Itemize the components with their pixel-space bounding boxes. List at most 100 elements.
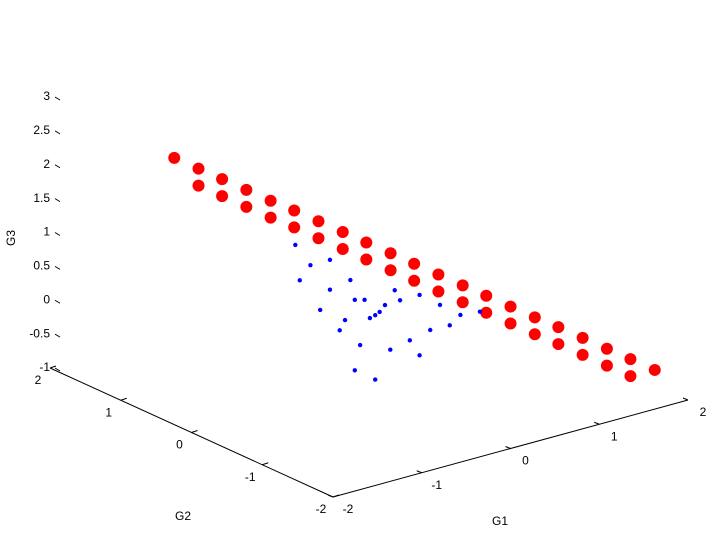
point — [352, 297, 357, 303]
point — [384, 247, 397, 260]
point — [600, 342, 613, 355]
point — [327, 257, 333, 263]
point — [192, 162, 205, 175]
point — [552, 321, 565, 334]
point — [417, 292, 422, 298]
z-tick-label: -0.5 — [29, 326, 50, 340]
y-tick — [191, 430, 198, 433]
y-axis-label: G2 — [175, 509, 191, 523]
z-tick — [54, 232, 61, 236]
point — [447, 323, 452, 328]
y-tick — [332, 494, 340, 498]
x-tick — [505, 446, 511, 449]
point — [192, 179, 205, 192]
z-tick-label: 1 — [43, 225, 50, 239]
point — [216, 190, 229, 203]
x-tick-label: 0 — [522, 454, 529, 468]
point — [317, 307, 323, 313]
y-tick-label: 1 — [105, 405, 112, 419]
point — [600, 359, 613, 372]
x-tick — [327, 494, 334, 498]
point — [528, 311, 541, 324]
z-tick — [54, 367, 61, 372]
point — [240, 183, 253, 196]
point — [352, 368, 357, 373]
z-tick — [54, 164, 61, 169]
point — [308, 262, 313, 268]
point — [336, 226, 349, 239]
point — [357, 342, 363, 348]
y-tick-label: 2 — [35, 373, 42, 387]
y-tick-label: -2 — [316, 502, 327, 516]
point — [624, 370, 637, 383]
point — [312, 232, 325, 245]
point — [624, 353, 637, 366]
point — [432, 285, 445, 298]
point — [342, 317, 348, 323]
y-tick — [262, 462, 269, 466]
z-tick-label: 2.5 — [33, 123, 50, 137]
z-tick — [54, 198, 61, 203]
x-tick-label: -1 — [431, 478, 442, 492]
point — [437, 302, 443, 308]
y-tick-label: -1 — [245, 470, 256, 484]
z-tick — [54, 299, 61, 304]
point — [504, 317, 517, 330]
x-tick — [416, 470, 422, 474]
point — [407, 338, 413, 343]
point — [504, 300, 517, 313]
point — [458, 312, 463, 318]
point — [288, 221, 301, 234]
point — [408, 257, 421, 270]
point — [288, 204, 301, 217]
x-tick-label: 2 — [700, 405, 707, 419]
point — [348, 277, 353, 283]
point — [327, 287, 333, 292]
x-tick — [594, 421, 600, 425]
point — [264, 211, 277, 224]
point — [297, 278, 302, 283]
point — [456, 296, 469, 309]
x-tick-label: 1 — [611, 429, 618, 443]
point — [360, 253, 373, 266]
point — [362, 297, 367, 303]
point — [360, 236, 373, 249]
point — [456, 279, 469, 292]
point — [384, 264, 397, 277]
point — [552, 338, 565, 351]
y-tick-label: 0 — [176, 438, 183, 452]
point — [428, 327, 433, 333]
z-tick — [54, 333, 61, 338]
y-tick — [49, 365, 57, 369]
z-tick-label: -1 — [39, 360, 50, 374]
z-tick-label: 3 — [43, 89, 50, 103]
z-axis-label: G3 — [4, 230, 18, 246]
point — [373, 313, 378, 318]
point — [648, 363, 661, 376]
point — [216, 173, 229, 186]
point — [388, 347, 393, 352]
x-tick — [682, 397, 689, 401]
point — [382, 302, 388, 308]
point — [264, 194, 277, 207]
point — [392, 288, 397, 293]
point — [397, 298, 403, 303]
z-tick — [54, 130, 61, 135]
x-tick-label: -2 — [343, 502, 354, 516]
x-axis-label: G1 — [492, 514, 508, 528]
point — [337, 328, 342, 333]
point — [373, 377, 378, 382]
point — [408, 274, 421, 287]
y-tick — [120, 397, 127, 401]
point — [240, 200, 253, 213]
z-tick-label: 2 — [43, 157, 50, 171]
point — [367, 315, 373, 321]
z-tick-label: 0 — [43, 292, 50, 306]
z-tick — [54, 265, 61, 270]
point — [576, 348, 589, 361]
z-tick — [54, 96, 61, 101]
point — [477, 309, 483, 314]
point — [417, 353, 422, 358]
z-tick-label: 0.5 — [33, 259, 50, 273]
